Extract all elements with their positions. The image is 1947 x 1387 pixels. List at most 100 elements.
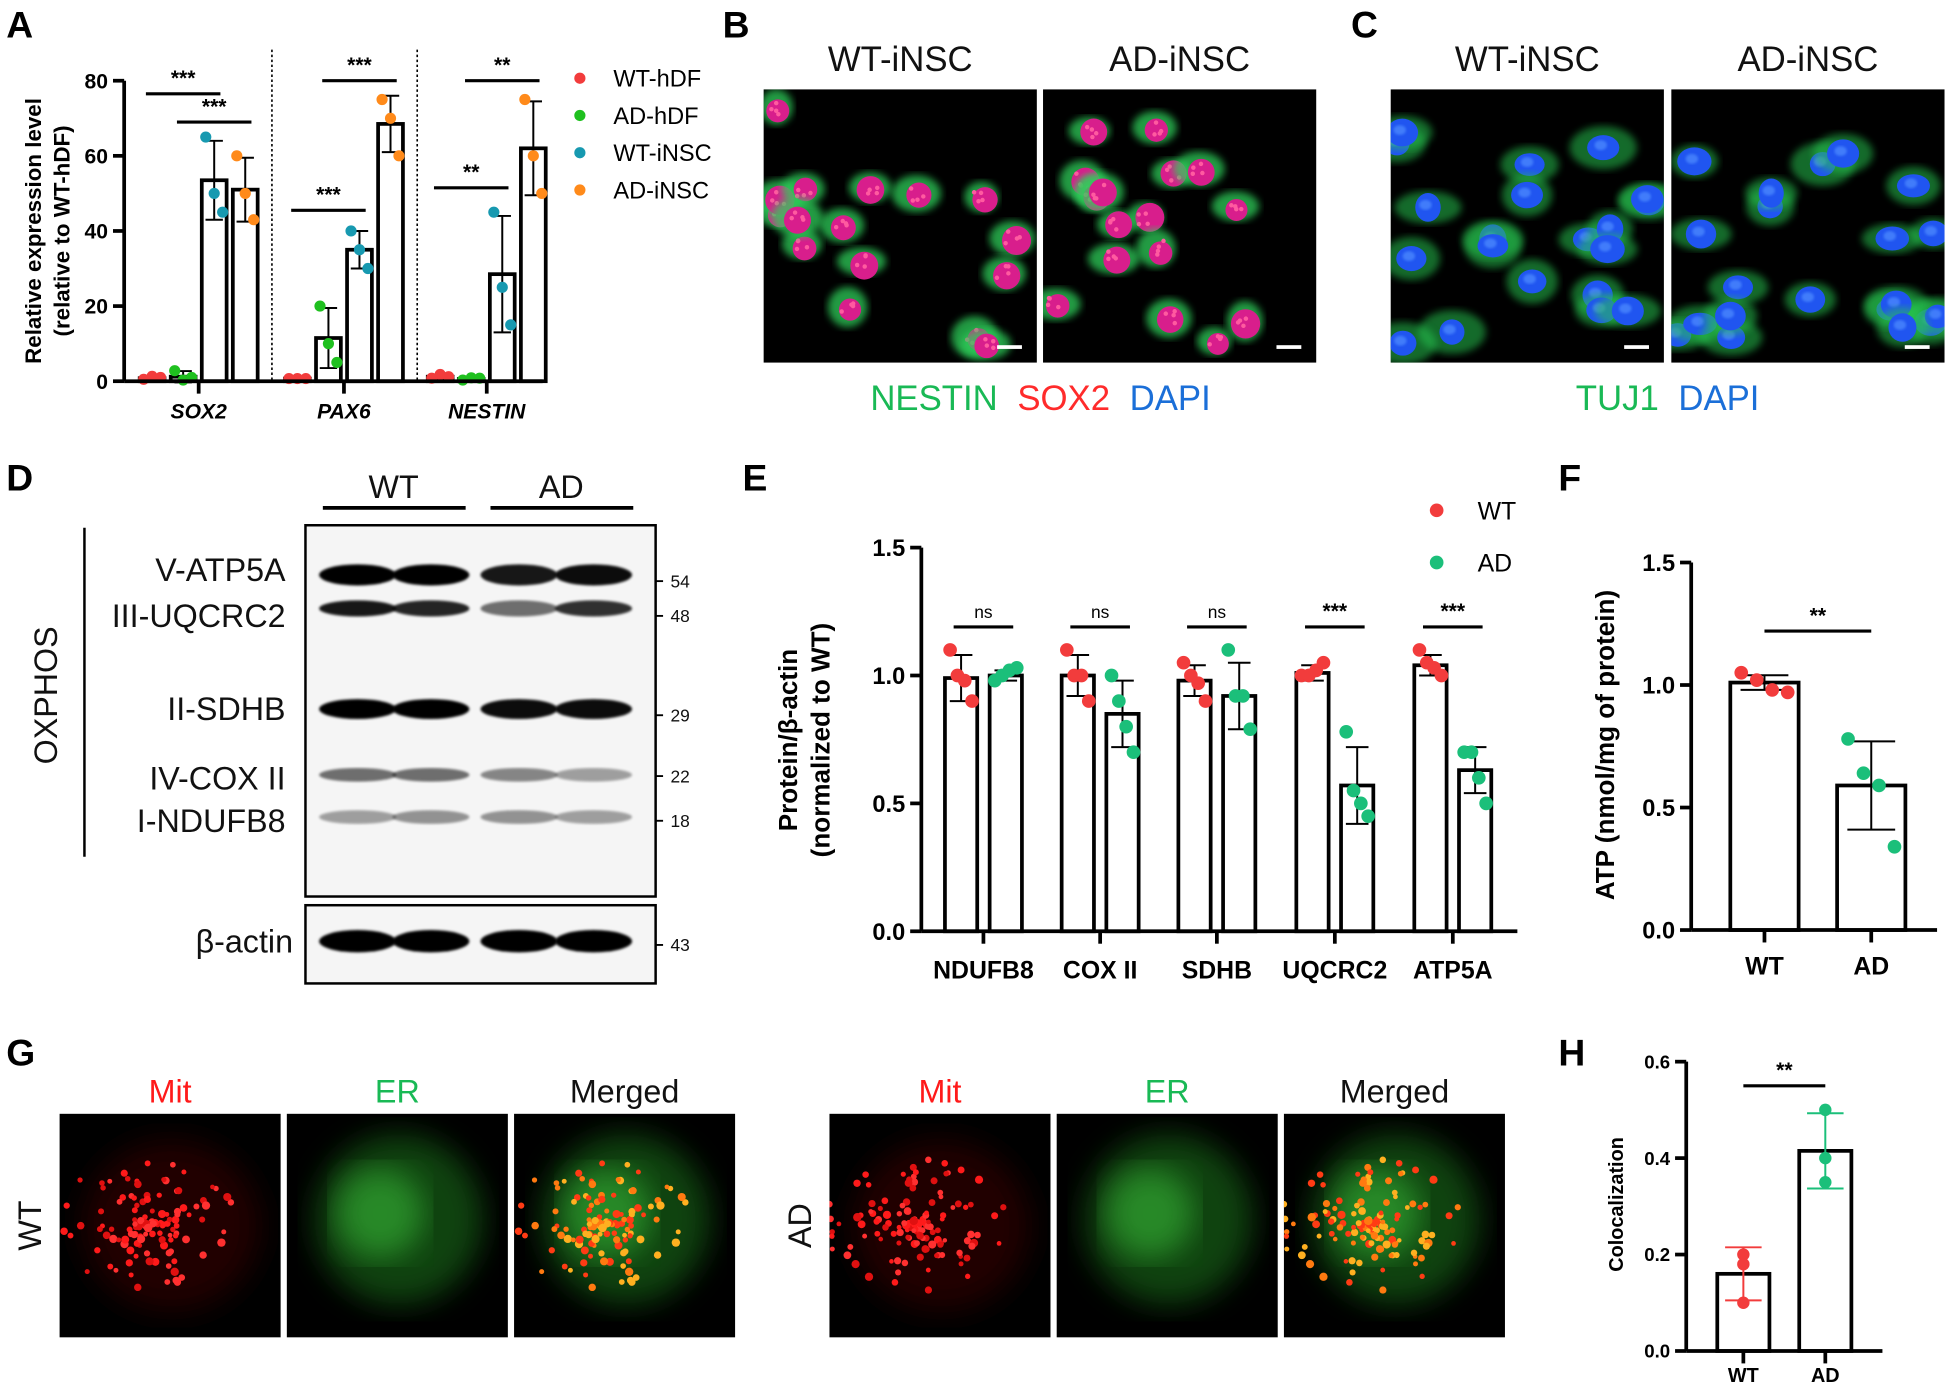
scale-bar bbox=[1276, 345, 1302, 349]
mitochondrion bbox=[227, 1199, 235, 1206]
nuclear-spot bbox=[1003, 240, 1008, 246]
data-point bbox=[1841, 732, 1855, 746]
mitochondrion bbox=[1370, 1231, 1379, 1240]
mitochondrion bbox=[873, 1218, 880, 1225]
nuclear-spot bbox=[839, 309, 844, 314]
mitochondrion bbox=[950, 1205, 956, 1210]
blot-band bbox=[319, 600, 397, 617]
y-tick-label: 20 bbox=[85, 296, 108, 319]
mitochondrion bbox=[620, 1249, 627, 1257]
cell-background bbox=[83, 1140, 260, 1311]
mitochondrion bbox=[575, 1169, 583, 1177]
nuclear-spot bbox=[794, 193, 800, 199]
mitochondrion bbox=[561, 1178, 567, 1184]
nuclear-spot bbox=[867, 187, 872, 193]
mitochondrion bbox=[145, 1257, 154, 1266]
mitochondrion bbox=[1356, 1259, 1363, 1267]
mitochondrion bbox=[889, 1259, 894, 1264]
significance-label: ns bbox=[1208, 602, 1227, 622]
legend-label: WT-hDF bbox=[613, 66, 701, 92]
blot-band bbox=[480, 600, 558, 617]
micrograph-content bbox=[514, 1134, 710, 1305]
data-point bbox=[322, 338, 335, 350]
data-point bbox=[1059, 643, 1074, 657]
chart-h: Colocalization 0.0 0.2 0.4 0.6 WT AD ** bbox=[1606, 1051, 1883, 1387]
mitochondrion bbox=[1351, 1211, 1357, 1217]
mitochondrion bbox=[615, 1176, 621, 1183]
mitochondrion bbox=[1385, 1177, 1393, 1185]
nuclear-spot bbox=[1163, 311, 1169, 316]
mitochondrion bbox=[563, 1234, 572, 1244]
nucleus-highlight bbox=[1887, 297, 1900, 308]
blot-band bbox=[319, 768, 397, 782]
mitochondrion bbox=[585, 1195, 592, 1201]
data-point bbox=[1176, 655, 1191, 670]
mitochondrion bbox=[622, 1232, 627, 1238]
mitochondrion bbox=[199, 1216, 206, 1223]
nuclear-spot bbox=[1014, 236, 1020, 241]
mitochondrion bbox=[1349, 1269, 1356, 1276]
mitochondrion bbox=[862, 1233, 868, 1239]
panel-label-a: A bbox=[6, 3, 33, 45]
mitochondrion bbox=[1429, 1175, 1438, 1184]
nuclear-spot bbox=[1145, 221, 1150, 227]
nucleus-highlight bbox=[1443, 324, 1456, 335]
nucleus-highlight bbox=[1594, 140, 1607, 151]
mitochondrion bbox=[125, 1259, 133, 1267]
mitochondrion bbox=[965, 1273, 971, 1280]
blot-band bbox=[319, 699, 397, 719]
x-tick-label: NDUFB8 bbox=[933, 957, 1034, 984]
nuclear-spot bbox=[808, 190, 813, 196]
y-axis-label: Protein/β-actin bbox=[773, 649, 803, 831]
mitochondrion bbox=[916, 1253, 924, 1261]
mitochondrion bbox=[134, 1283, 142, 1292]
mitochondrion bbox=[954, 1200, 962, 1208]
mitochondrion bbox=[1359, 1234, 1365, 1240]
data-point bbox=[1074, 668, 1089, 683]
mitochondrion bbox=[144, 1160, 151, 1167]
mitochondrion bbox=[910, 1178, 919, 1186]
mitochondrion bbox=[636, 1235, 645, 1244]
mitochondrion bbox=[934, 1227, 941, 1234]
nuclear-spot bbox=[865, 191, 871, 196]
mitochondrion bbox=[563, 1226, 569, 1232]
row-label-ad: AD bbox=[782, 1203, 818, 1248]
mitochondrion bbox=[1412, 1166, 1420, 1174]
bar-wt-uqcrc2 bbox=[1294, 671, 1331, 934]
mitochondrion bbox=[628, 1222, 634, 1229]
nuclear-spot bbox=[1108, 220, 1113, 225]
data-point bbox=[1737, 1248, 1750, 1261]
mitochondrion bbox=[580, 1259, 588, 1267]
cell-nucleus bbox=[1135, 202, 1165, 232]
mitochondrion bbox=[598, 1250, 605, 1257]
mitochondrion bbox=[582, 1230, 589, 1238]
column-title-mit: Mit bbox=[149, 1074, 192, 1110]
mitochondrion bbox=[1316, 1233, 1322, 1239]
mw-marker: 54 bbox=[671, 571, 691, 591]
nuclear-spot bbox=[976, 199, 981, 204]
data-point bbox=[1819, 1103, 1832, 1117]
mitochondrion bbox=[829, 1200, 833, 1208]
bar-wt-sdhb bbox=[1176, 678, 1213, 934]
mitochondrion bbox=[899, 1202, 906, 1209]
nuclear-spot bbox=[1046, 295, 1052, 301]
mitochondrion bbox=[557, 1231, 565, 1240]
mitochondrion bbox=[554, 1185, 561, 1191]
mitochondrion bbox=[63, 1202, 70, 1209]
scale-bar bbox=[1904, 345, 1930, 349]
x-tick-label: WT bbox=[1728, 1365, 1759, 1387]
legend-marker bbox=[1429, 555, 1444, 570]
mitochondrion bbox=[172, 1276, 180, 1284]
panel-b: WT-iNSC AD-iNSC NESTIN SOX2 DAPI bbox=[763, 41, 1317, 418]
mitochondrion bbox=[175, 1187, 183, 1195]
x-tick-label: NESTIN bbox=[448, 400, 526, 423]
significance-label: ** bbox=[1810, 604, 1827, 627]
nuclear-spot bbox=[1093, 131, 1099, 136]
mitochondrion bbox=[149, 1208, 155, 1214]
data-point bbox=[1887, 839, 1902, 854]
micrograph-content bbox=[1671, 133, 1945, 356]
data-point bbox=[217, 206, 229, 218]
column-title-er: ER bbox=[375, 1074, 420, 1110]
mitochondrion bbox=[109, 1234, 118, 1244]
